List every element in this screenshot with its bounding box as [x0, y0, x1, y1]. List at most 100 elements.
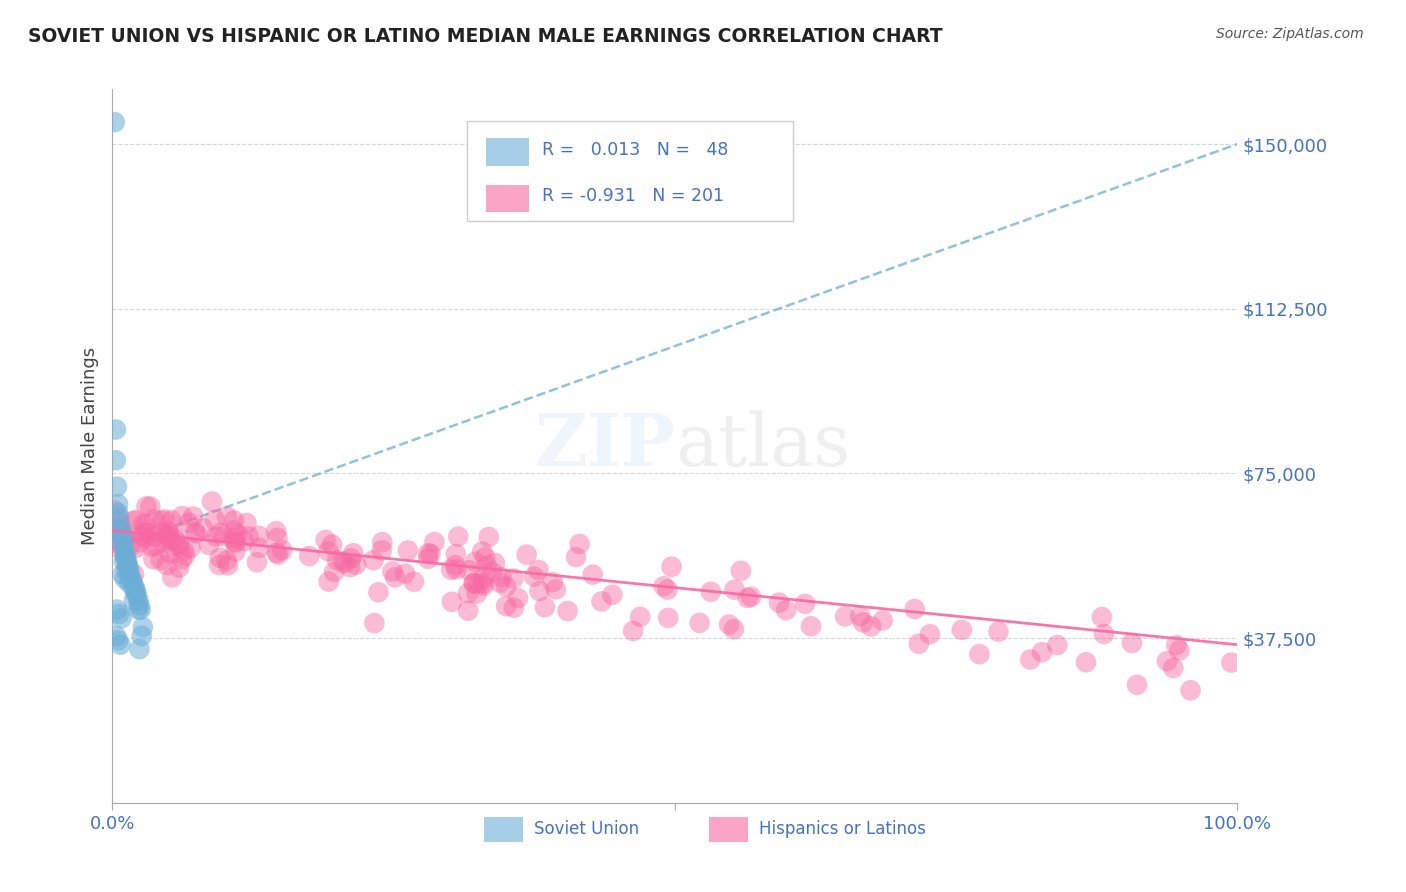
Point — [463, 576, 485, 591]
Point — [222, 531, 245, 545]
Point — [491, 570, 513, 584]
Point — [173, 544, 195, 558]
Point — [117, 558, 139, 573]
Point — [104, 115, 127, 129]
Point — [1031, 645, 1053, 659]
Point — [918, 627, 941, 641]
Point — [114, 530, 136, 544]
Point — [661, 559, 683, 574]
Point — [129, 535, 152, 549]
Point — [447, 529, 470, 543]
Point — [104, 453, 127, 467]
Point — [1166, 638, 1188, 652]
Point — [568, 537, 591, 551]
Point — [404, 574, 426, 589]
Point — [142, 552, 165, 566]
Point — [440, 563, 463, 577]
Point — [114, 551, 136, 566]
Point — [541, 575, 564, 590]
Point — [344, 558, 367, 572]
Point — [384, 570, 406, 584]
Text: Hispanics or Latinos: Hispanics or Latinos — [759, 821, 927, 838]
Point — [471, 572, 494, 586]
Point — [657, 611, 679, 625]
Point — [111, 537, 134, 551]
Point — [170, 509, 193, 524]
Point — [162, 539, 184, 553]
Point — [474, 550, 496, 565]
Point — [159, 546, 181, 560]
Point — [165, 533, 187, 547]
Point — [152, 535, 174, 549]
Point — [143, 530, 166, 544]
Point — [118, 576, 141, 591]
Point — [495, 599, 517, 613]
FancyBboxPatch shape — [486, 185, 529, 212]
Point — [318, 574, 340, 589]
Point — [198, 538, 221, 552]
Point — [315, 533, 337, 547]
Point — [544, 582, 567, 597]
Point — [208, 550, 231, 565]
Point — [112, 554, 135, 568]
Point — [180, 541, 202, 555]
Point — [440, 595, 463, 609]
Point — [908, 637, 931, 651]
Point — [128, 598, 150, 612]
Point — [1046, 638, 1069, 652]
Point — [332, 555, 354, 569]
Point — [134, 525, 156, 540]
Point — [108, 515, 131, 529]
Point — [226, 527, 249, 541]
Point — [132, 517, 155, 532]
Point — [264, 524, 287, 539]
Point — [110, 524, 132, 538]
Point — [224, 534, 246, 549]
Point — [565, 550, 588, 565]
Point — [115, 558, 138, 573]
Point — [472, 579, 495, 593]
Point — [169, 540, 191, 554]
Point — [209, 525, 232, 540]
FancyBboxPatch shape — [486, 138, 529, 166]
Point — [204, 513, 226, 527]
Point — [145, 539, 167, 553]
Point — [104, 535, 127, 549]
Point — [266, 546, 288, 560]
Point — [1161, 661, 1184, 675]
Point — [471, 544, 494, 558]
Point — [170, 552, 193, 566]
Point — [652, 579, 675, 593]
Point — [139, 500, 162, 514]
Point — [107, 497, 129, 511]
Point — [489, 575, 512, 590]
Text: atlas: atlas — [675, 410, 851, 482]
Point — [834, 609, 856, 624]
Point — [121, 576, 143, 591]
Point — [135, 517, 157, 532]
Point — [321, 537, 343, 551]
Point — [502, 572, 524, 586]
Point — [740, 590, 762, 604]
Point — [132, 620, 155, 634]
Point — [114, 545, 136, 559]
Point — [768, 596, 790, 610]
Point — [157, 530, 180, 544]
Point — [215, 553, 238, 567]
Point — [371, 535, 394, 549]
Text: ZIP: ZIP — [534, 410, 675, 482]
Point — [215, 509, 238, 524]
Point — [247, 529, 270, 543]
Point — [108, 522, 131, 536]
Point — [149, 525, 172, 540]
Point — [135, 500, 157, 514]
Point — [689, 615, 711, 630]
Point — [1091, 610, 1114, 624]
Point — [418, 546, 440, 560]
Point — [457, 563, 479, 577]
Point — [333, 556, 356, 570]
Point — [316, 544, 339, 558]
Point — [177, 516, 200, 530]
Point — [621, 624, 644, 638]
Point — [224, 535, 246, 549]
